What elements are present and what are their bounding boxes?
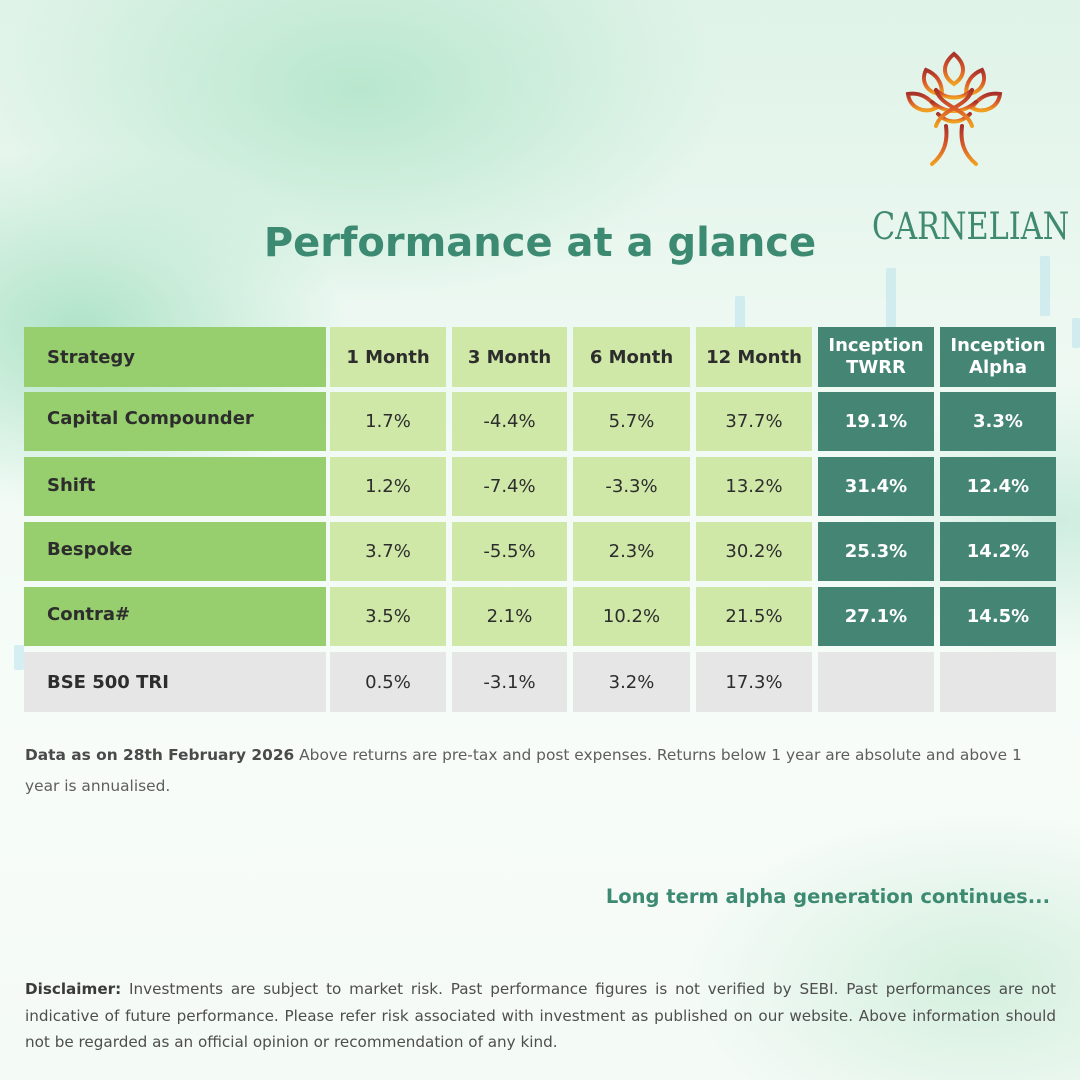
row-12-month: 37.7%: [696, 392, 812, 451]
benchmark-inception-alpha: [940, 652, 1056, 712]
row-strategy-name: Capital Compounder: [24, 392, 326, 451]
row-strategy-name: Shift: [24, 457, 326, 516]
row-6-month: 10.2%: [573, 587, 690, 646]
header-12-month: 12 Month: [696, 327, 812, 387]
row-strategy-name: Contra#: [24, 587, 326, 646]
row-1-month: 3.5%: [330, 587, 446, 646]
carnelian-tree-knot-logo-icon: [905, 51, 1003, 166]
header-inception-twrr-line1: Inception: [828, 334, 924, 356]
disclaimer-text: Investments are subject to market risk. …: [25, 980, 1056, 1051]
row-3-month: -7.4%: [452, 457, 567, 516]
header-inception-alpha-line2: Alpha: [969, 357, 1027, 378]
row-6-month: 2.3%: [573, 522, 690, 581]
benchmark-6-month: 3.2%: [573, 652, 690, 712]
benchmark-name: BSE 500 TRI: [24, 652, 326, 712]
data-note-text: Above returns are pre-tax and post expen…: [25, 746, 1022, 795]
row-3-month: -4.4%: [452, 392, 567, 451]
data-note: Data as on 28th February 2026 Above retu…: [25, 740, 1035, 802]
header-6-month: 6 Month: [573, 327, 690, 387]
page-title: Performance at a glance: [263, 220, 817, 266]
row-inception-alpha: 3.3%: [940, 392, 1056, 451]
header-1-month: 1 Month: [330, 327, 446, 387]
row-6-month: -3.3%: [573, 457, 690, 516]
row-inception-twrr: 19.1%: [818, 392, 934, 451]
benchmark-inception-twrr: [818, 652, 934, 712]
row-inception-twrr: 31.4%: [818, 457, 934, 516]
row-1-month: 3.7%: [330, 522, 446, 581]
header-inception-alpha: Inception Alpha: [940, 327, 1056, 387]
data-date-label: Data as on 28th February 2026: [25, 746, 295, 764]
row-strategy-name: Bespoke: [24, 522, 326, 581]
row-12-month: 21.5%: [696, 587, 812, 646]
header-strategy: Strategy: [24, 327, 326, 387]
row-3-month: -5.5%: [452, 522, 567, 581]
header-inception-alpha-line1: Inception: [950, 334, 1046, 356]
row-12-month: 13.2%: [696, 457, 812, 516]
header-inception-twrr: Inception TWRR: [818, 327, 934, 387]
row-6-month: 5.7%: [573, 392, 690, 451]
benchmark-1-month: 0.5%: [330, 652, 446, 712]
row-inception-alpha: 14.5%: [940, 587, 1056, 646]
row-inception-alpha: 12.4%: [940, 457, 1056, 516]
brand-logo: CARNELIAN: [868, 50, 1069, 245]
header-3-month: 3 Month: [452, 327, 567, 387]
row-12-month: 30.2%: [696, 522, 812, 581]
benchmark-3-month: -3.1%: [452, 652, 567, 712]
row-3-month: 2.1%: [452, 587, 567, 646]
row-1-month: 1.7%: [330, 392, 446, 451]
row-inception-alpha: 14.2%: [940, 522, 1056, 581]
header-inception-twrr-line2: TWRR: [846, 357, 906, 378]
disclaimer: Disclaimer: Investments are subject to m…: [25, 976, 1056, 1056]
row-inception-twrr: 27.1%: [818, 587, 934, 646]
row-1-month: 1.2%: [330, 457, 446, 516]
row-inception-twrr: 25.3%: [818, 522, 934, 581]
benchmark-12-month: 17.3%: [696, 652, 812, 712]
tagline: Long term alpha generation continues...: [605, 885, 1050, 908]
disclaimer-label: Disclaimer:: [25, 980, 122, 998]
